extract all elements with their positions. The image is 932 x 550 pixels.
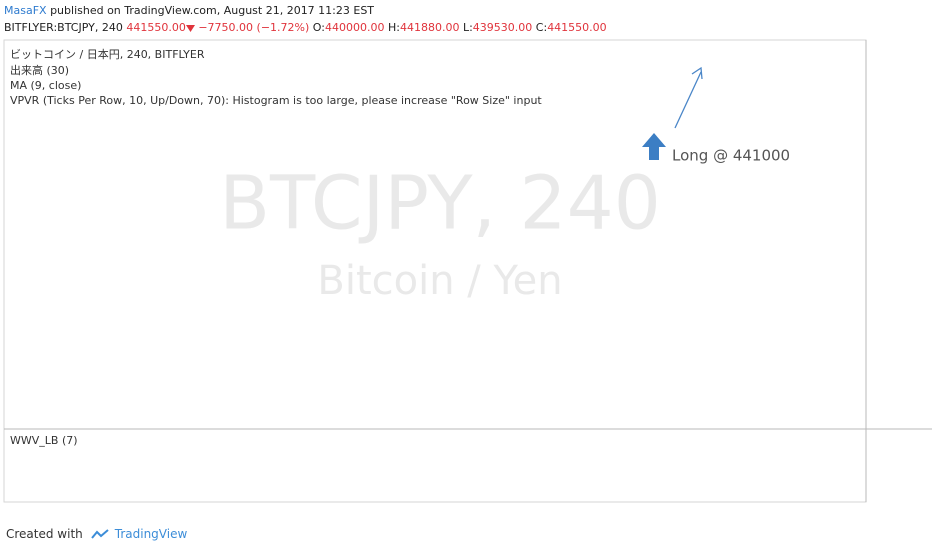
ohlc-value: 439530.00	[472, 21, 533, 34]
logo	[90, 529, 109, 539]
ohlc-label: C:	[535, 21, 548, 34]
legend: ビットコイン / 日本円, 240, BITFLYER 出来高 (30) MA …	[10, 47, 542, 447]
watermark: BTCJPY, 240	[219, 161, 661, 247]
ohlc-value: 441880.00	[399, 21, 460, 34]
author[interactable]: MasaFX	[4, 4, 47, 17]
header-line: BITFLYER:BTCJPY, 240 441550.00 −7750.00 …	[4, 19, 607, 36]
long-arrow	[642, 133, 666, 160]
ohlc-label: L:	[462, 21, 473, 34]
legend-entry: 出来高 (30)	[10, 63, 69, 77]
down-triangle	[185, 24, 195, 32]
annotation: Long @ 441000	[672, 147, 790, 165]
ohlc-label: O:	[312, 21, 325, 34]
last-price: 441550.00	[126, 21, 186, 34]
trend-arrow-head	[691, 66, 703, 80]
watermark: Bitcoin / Yen	[317, 258, 562, 304]
trend-arrow	[674, 71, 702, 129]
header-line: MasaFX published on TradingView.com, Aug…	[4, 2, 607, 19]
ohlc-label: H:	[387, 21, 400, 34]
legend-entry: ビットコイン / 日本円, 240, BITFLYER	[10, 47, 205, 61]
symbol: BITFLYER:BTCJPY, 240	[4, 21, 123, 34]
published: published on TradingView.com, August 21,…	[50, 4, 375, 17]
ohlc: O:440000.00 H:441880.00 L:439530.00 C:44…	[313, 21, 607, 34]
indicator-title: WWV_LB (7)	[10, 434, 78, 447]
legend-entry: VPVR (Ticks Per Row, 10, Up/Down, 70): H…	[10, 94, 542, 107]
footer: Created with TradingView	[6, 527, 187, 541]
ohlc-value: 440000.00	[324, 21, 385, 34]
ohlc-value: 441550.00	[547, 21, 607, 34]
chart: BTCJPY, 240 Bitcoin / Yen ビットコイン / 日本円, …	[3, 39, 932, 503]
created-with: Created with	[6, 527, 83, 541]
legend-entry: MA (9, close)	[10, 79, 81, 92]
brand[interactable]: TradingView	[114, 527, 188, 541]
header: MasaFX published on TradingView.com, Aug…	[4, 2, 607, 36]
change: −7750.00 (−1.72%)	[198, 21, 310, 34]
